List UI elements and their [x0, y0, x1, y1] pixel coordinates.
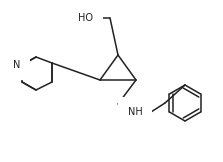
Text: HO: HO	[78, 13, 93, 23]
Text: N: N	[13, 60, 20, 70]
Text: NH: NH	[128, 107, 143, 117]
